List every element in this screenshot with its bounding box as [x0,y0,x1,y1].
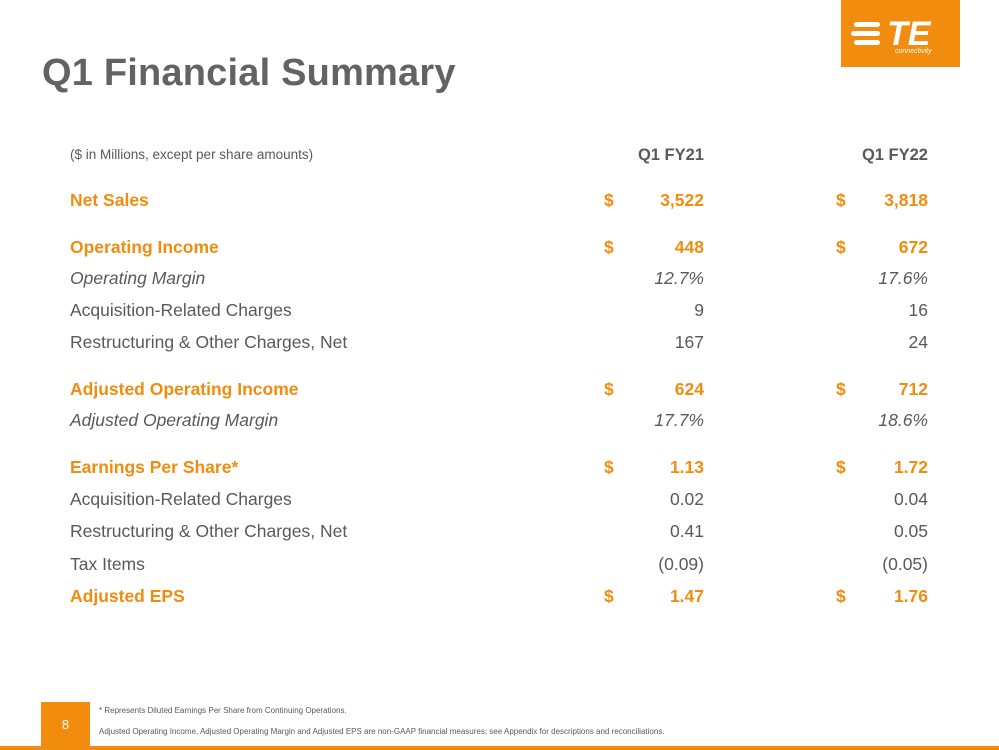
value-q1-fy22: 0.04 [893,489,928,509]
value-q1-fy22: 1.72 [893,457,928,477]
value-q1-fy21: 9 [694,300,704,320]
row-label: Net Sales [70,190,149,210]
value-q1-fy22: 17.6% [878,268,928,288]
value-q1-fy21: 12.7% [654,268,704,288]
logo-subtext: connectivity [895,48,932,55]
value-q1-fy21: 3,522 [660,190,704,210]
currency-symbol: $ [836,586,846,606]
page-number: 8 [41,702,90,747]
currency-symbol: $ [604,586,614,606]
value-q1-fy21: 0.41 [669,521,704,541]
row-label: Earnings Per Share* [70,457,239,477]
row-label: Restructuring & Other Charges, Net [70,521,348,541]
row-label: Tax Items [70,554,145,574]
page-title: Q1 Financial Summary [42,52,456,94]
currency-symbol: $ [604,457,614,477]
financial-summary-table: ($ in Millions, except per share amounts… [70,146,928,606]
value-q1-fy21: 0.02 [669,489,704,509]
row-label: Restructuring & Other Charges, Net [70,332,348,352]
value-q1-fy21: 17.7% [654,410,704,430]
logo-text: TE [887,15,932,53]
row-label: Acquisition-Related Charges [70,300,292,320]
value-q1-fy22: 16 [908,300,928,320]
row-label: Operating Margin [70,268,206,288]
row-label: Adjusted Operating Margin [70,410,279,430]
te-connectivity-logo: TE connectivity [841,0,960,67]
value-q1-fy22: 3,818 [884,190,928,210]
row-label: Operating Income [70,237,219,257]
value-q1-fy22: 18.6% [878,410,928,430]
footnote-non-gaap: Adjusted Operating Income, Adjusted Oper… [99,727,665,736]
value-q1-fy22: 1.76 [893,586,928,606]
value-q1-fy21: (0.09) [658,554,704,574]
currency-symbol: $ [836,457,846,477]
value-q1-fy21: 448 [674,237,704,257]
value-q1-fy22: 672 [898,237,928,257]
value-q1-fy22: 0.05 [893,521,928,541]
value-q1-fy21: 1.47 [669,586,704,606]
column-header-q1-fy21: Q1 FY21 [637,146,704,164]
value-q1-fy21: 624 [674,379,704,399]
table-note: ($ in Millions, except per share amounts… [70,147,314,162]
currency-symbol: $ [604,237,614,257]
currency-symbol: $ [604,190,614,210]
row-label: Acquisition-Related Charges [70,489,292,509]
currency-symbol: $ [836,237,846,257]
value-q1-fy22: (0.05) [882,554,928,574]
value-q1-fy21: 1.13 [669,457,704,477]
te-logo-mark: TE connectivity [851,15,932,55]
currency-symbol: $ [604,379,614,399]
footnote-eps: * Represents Diluted Earnings Per Share … [99,706,347,715]
value-q1-fy21: 167 [674,332,704,352]
column-header-q1-fy22: Q1 FY22 [861,146,928,164]
row-label: Adjusted Operating Income [70,379,299,399]
row-label: Adjusted EPS [70,586,185,606]
value-q1-fy22: 24 [908,332,928,352]
currency-symbol: $ [836,190,846,210]
currency-symbol: $ [836,379,846,399]
value-q1-fy22: 712 [898,379,928,399]
footer-divider [0,746,999,750]
